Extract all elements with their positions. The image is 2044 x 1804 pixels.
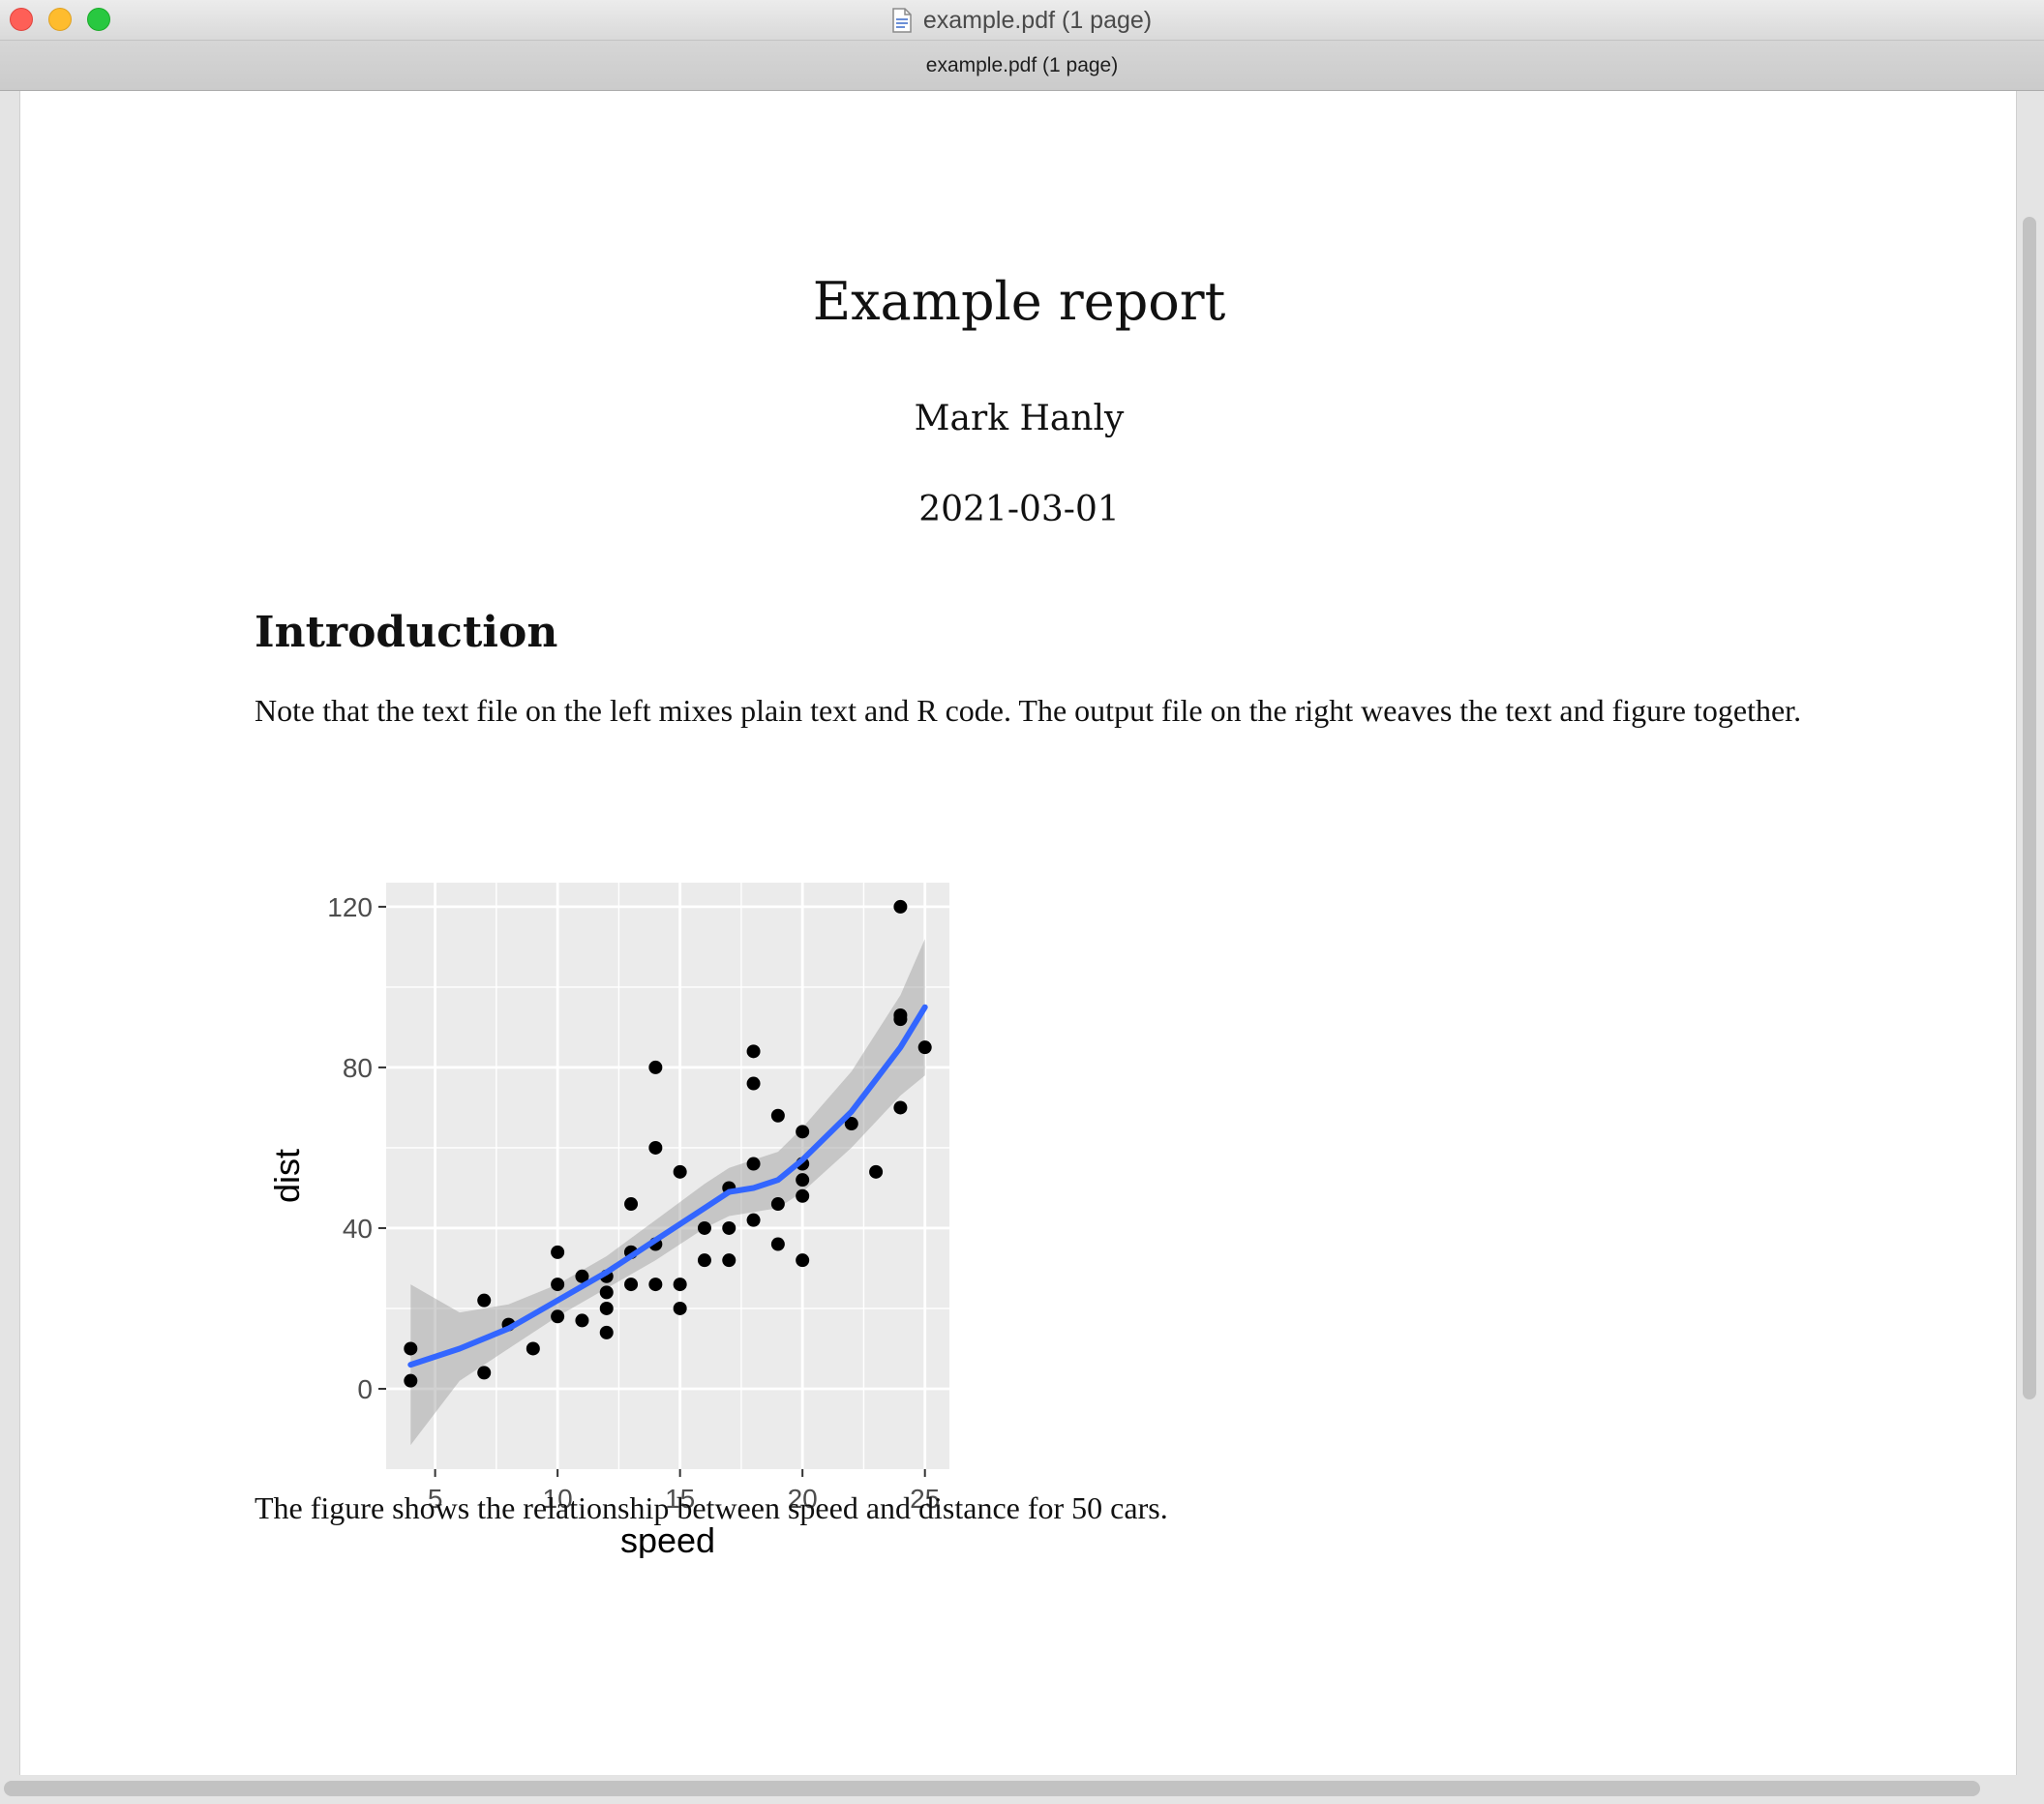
data-point	[893, 1100, 908, 1115]
data-point	[624, 1278, 639, 1292]
data-point	[697, 1253, 711, 1268]
section-heading: Introduction	[255, 608, 558, 657]
data-point	[796, 1188, 810, 1203]
tab-bar: example.pdf (1 page)	[0, 41, 2044, 91]
scatter-figure: 5 10 15 20 25 0 40 80 120 speed dist	[255, 871, 971, 1558]
y-axis-title: dist	[267, 1149, 307, 1203]
data-point	[893, 899, 908, 914]
data-point	[673, 1164, 687, 1179]
data-point	[575, 1313, 589, 1328]
data-point	[599, 1285, 614, 1300]
smooth-line	[407, 1004, 928, 1368]
x-tick-label: 20	[788, 1484, 818, 1514]
x-tick-label: 25	[910, 1484, 940, 1514]
data-point	[624, 1197, 639, 1212]
data-point	[697, 1220, 711, 1235]
data-point	[599, 1325, 614, 1339]
y-tick-label: 40	[343, 1214, 373, 1244]
plot-panel	[386, 883, 949, 1469]
data-point	[648, 1278, 663, 1292]
data-point	[673, 1301, 687, 1315]
data-point	[722, 1220, 736, 1235]
x-tick-label: 15	[665, 1484, 695, 1514]
data-point	[917, 1040, 932, 1055]
data-point	[893, 1007, 908, 1022]
data-point	[746, 1076, 761, 1091]
data-point	[477, 1293, 492, 1308]
window-title: example.pdf (1 page)	[922, 6, 1153, 34]
document-date: 2021-03-01	[918, 490, 1120, 529]
x-tick-label: 5	[428, 1484, 443, 1514]
pdf-page: Example report Mark Hanly 2021-03-01 Int…	[19, 91, 2017, 1775]
data-point	[404, 1341, 418, 1356]
minimize-window-button[interactable]	[48, 8, 72, 31]
scatter-chart: 5 10 15 20 25 0 40 80 120 speed dist	[267, 883, 949, 1558]
data-point	[722, 1253, 736, 1268]
data-point	[551, 1278, 565, 1292]
document-author: Mark Hanly	[914, 399, 1125, 438]
data-point	[844, 1117, 858, 1131]
data-point	[746, 1157, 761, 1171]
y-tick-label: 120	[327, 892, 373, 922]
data-point	[673, 1278, 687, 1292]
figure-caption-paragraph: The figure shows the relationship betwee…	[255, 1490, 1168, 1525]
document-title: Example report	[812, 271, 1226, 332]
zoom-window-button[interactable]	[87, 8, 110, 31]
data-point	[551, 1245, 565, 1259]
close-window-button[interactable]	[10, 8, 33, 31]
title-bar: example.pdf (1 page)	[0, 0, 2044, 41]
data-point	[796, 1173, 810, 1188]
y-tick-label: 80	[343, 1053, 373, 1083]
vertical-scrollbar-thumb[interactable]	[2023, 217, 2036, 1399]
data-point	[796, 1125, 810, 1139]
data-point	[551, 1309, 565, 1324]
data-point	[648, 1060, 663, 1074]
data-point	[869, 1164, 884, 1179]
window-title-group: example.pdf (1 page)	[0, 0, 2044, 41]
data-point	[575, 1269, 589, 1283]
data-point	[746, 1213, 761, 1227]
data-point	[770, 1108, 785, 1123]
horizontal-scrollbar-thumb[interactable]	[4, 1781, 1980, 1796]
confidence-band	[410, 939, 925, 1446]
data-point	[770, 1237, 785, 1251]
data-point	[526, 1341, 540, 1356]
data-point	[477, 1366, 492, 1380]
tab-example-pdf[interactable]: example.pdf (1 page)	[925, 53, 1119, 76]
data-point	[770, 1197, 785, 1212]
x-tick-label: 10	[543, 1484, 573, 1514]
data-point	[599, 1301, 614, 1315]
data-point	[796, 1253, 810, 1268]
data-point	[648, 1140, 663, 1155]
pdf-document-icon[interactable]	[892, 8, 912, 33]
data-point	[746, 1044, 761, 1059]
y-tick-label: 0	[357, 1374, 373, 1404]
x-axis-title: speed	[620, 1520, 715, 1558]
document-viewer[interactable]: Example report Mark Hanly 2021-03-01 Int…	[0, 91, 2044, 1804]
intro-paragraph: Note that the text file on the left mixe…	[255, 693, 1802, 728]
data-point	[404, 1373, 418, 1388]
